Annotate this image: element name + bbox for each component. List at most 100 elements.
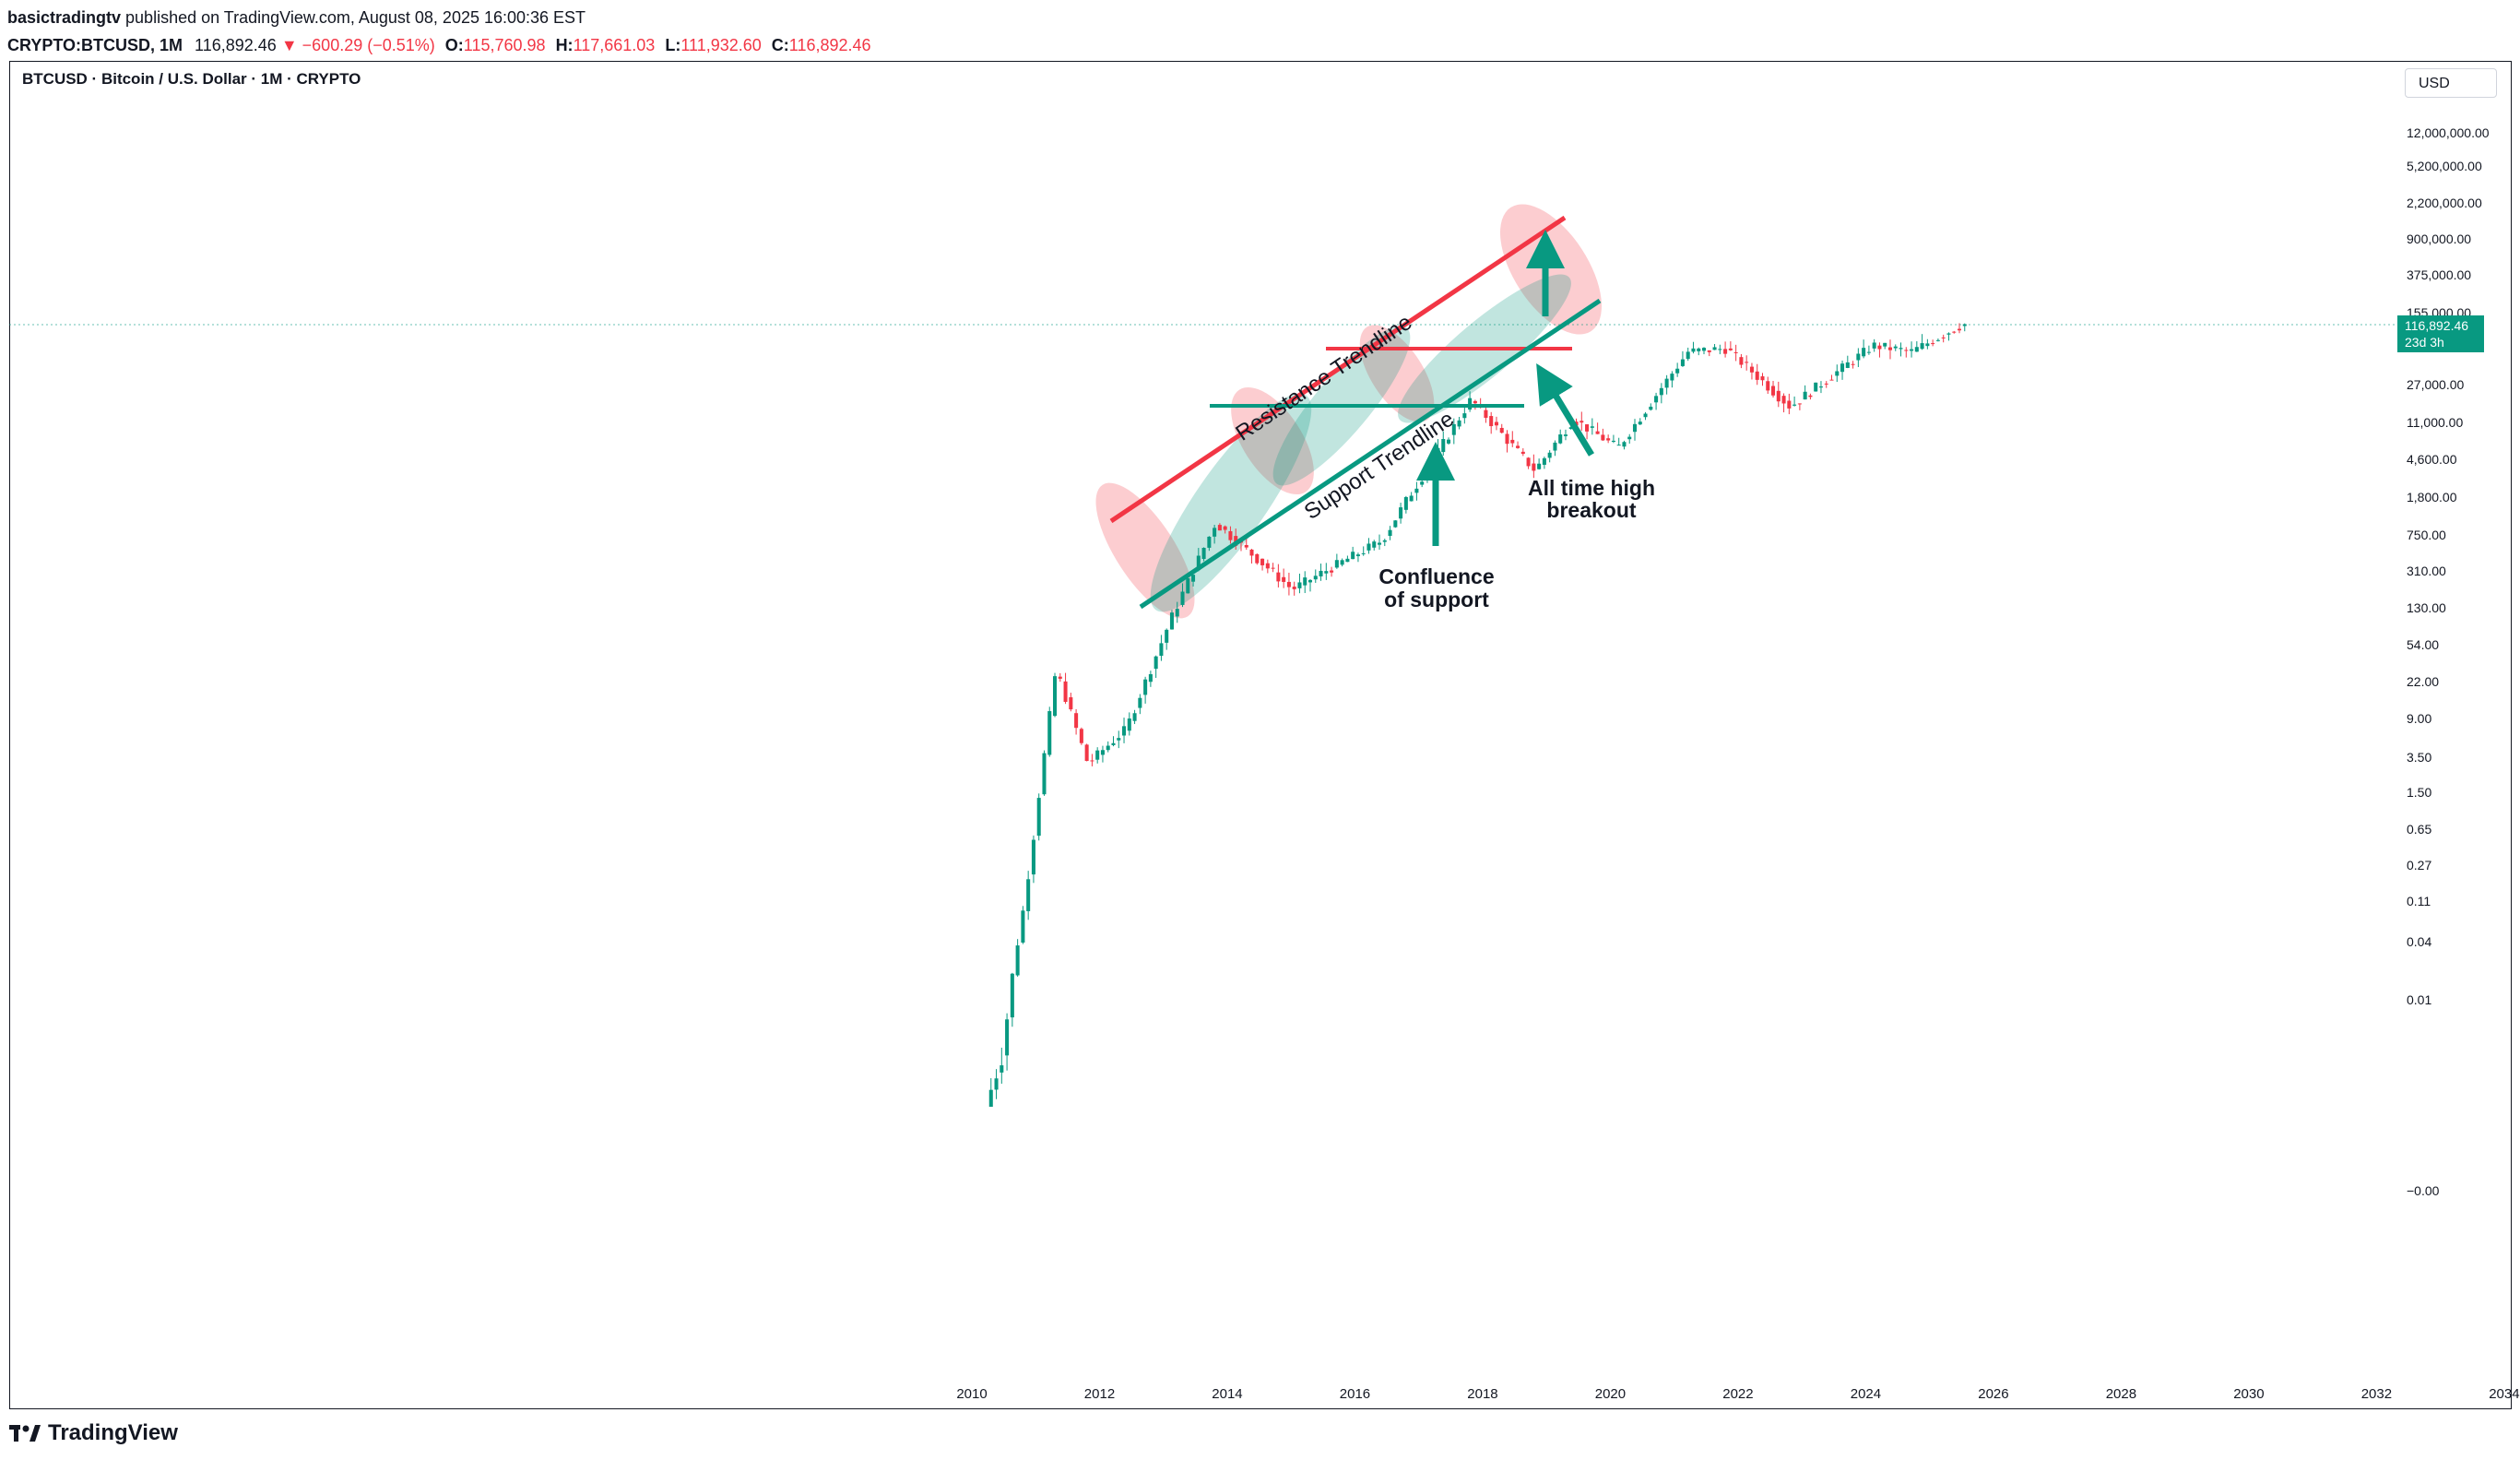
candle-body bbox=[1829, 379, 1834, 381]
highlight-zones bbox=[1095, 204, 1602, 619]
x-tick-label: 2012 bbox=[1084, 1386, 1115, 1402]
candle-body bbox=[1260, 558, 1265, 565]
candle-body bbox=[1366, 543, 1371, 551]
candle-body bbox=[1749, 366, 1754, 373]
publisher-name[interactable]: basictradingtv bbox=[7, 8, 122, 27]
x-tick-label: 2010 bbox=[956, 1386, 987, 1402]
candle-body bbox=[1372, 541, 1377, 548]
candle-body bbox=[1451, 423, 1456, 435]
candle-body bbox=[1766, 381, 1770, 391]
open-label: O: bbox=[444, 36, 464, 54]
candle-body bbox=[1403, 496, 1408, 510]
candle-body bbox=[1292, 587, 1296, 589]
x-tick-label: 2016 bbox=[1340, 1386, 1370, 1402]
candle-body bbox=[1095, 750, 1100, 760]
candle-body bbox=[1627, 436, 1632, 440]
candle-body bbox=[1143, 679, 1148, 695]
low-label: L: bbox=[665, 36, 681, 54]
candle-body bbox=[1899, 348, 1903, 350]
candle-body bbox=[1606, 438, 1611, 441]
candle-body bbox=[1946, 333, 1951, 335]
candle-body bbox=[1649, 406, 1653, 410]
chart-frame[interactable] bbox=[9, 61, 2512, 1409]
candle-body bbox=[1255, 553, 1260, 564]
y-tick-label: 11,000.00 bbox=[2407, 415, 2463, 430]
confluence-label-line1: Confluence bbox=[1378, 564, 1494, 588]
x-tick-label: 2030 bbox=[2233, 1386, 2264, 1402]
candle-body bbox=[1074, 713, 1079, 729]
candle-body bbox=[1462, 413, 1467, 419]
candle-body bbox=[1441, 439, 1446, 453]
candle-body bbox=[1691, 348, 1696, 352]
candle-body bbox=[1818, 386, 1823, 388]
x-tick-label: 2028 bbox=[2106, 1386, 2136, 1402]
candle-body bbox=[1808, 395, 1813, 398]
candle-body bbox=[1138, 697, 1142, 708]
candle-body bbox=[1553, 442, 1557, 451]
x-tick-label: 2032 bbox=[2361, 1386, 2392, 1402]
y-tick-label: 54.00 bbox=[2407, 637, 2439, 652]
candle-body bbox=[1957, 328, 1962, 331]
resistance-zone-2018 bbox=[1231, 386, 1314, 495]
down-arrow-icon: ▼ bbox=[280, 36, 298, 54]
candle-body bbox=[1728, 348, 1733, 350]
y-tick-label: 4,600.00 bbox=[2407, 452, 2457, 467]
candle-body bbox=[1601, 434, 1605, 441]
candle-body bbox=[1797, 403, 1802, 405]
candle-body bbox=[1760, 376, 1765, 381]
candle-body bbox=[1877, 345, 1882, 350]
candle-body bbox=[1420, 481, 1425, 485]
candle-body bbox=[1165, 629, 1169, 643]
candle-body bbox=[1792, 404, 1797, 406]
candle-body bbox=[1579, 421, 1584, 423]
candle-body bbox=[1036, 798, 1041, 837]
tradingview-logo-icon bbox=[9, 1425, 41, 1442]
candle-body bbox=[1031, 839, 1035, 875]
candle-body bbox=[1042, 753, 1047, 795]
price-change: −600.29 (−0.51%) bbox=[302, 36, 435, 54]
currency-button[interactable]: USD bbox=[2405, 68, 2497, 98]
candle-body bbox=[1228, 530, 1233, 540]
price-tag-countdown: 23d 3h bbox=[2405, 335, 2444, 350]
last-price: 116,892.46 bbox=[195, 36, 277, 54]
candle-body bbox=[1436, 447, 1440, 461]
x-tick-label: 2034 bbox=[2489, 1386, 2519, 1402]
candle-body bbox=[1052, 676, 1058, 717]
candle-body bbox=[1664, 378, 1669, 388]
candle-body bbox=[1159, 643, 1164, 657]
price-tag-value: 116,892.46 bbox=[2405, 318, 2469, 333]
candle-body bbox=[1201, 547, 1206, 560]
close-value: 116,892.46 bbox=[788, 36, 871, 54]
candle-body bbox=[1324, 571, 1329, 574]
candle-body bbox=[1047, 711, 1052, 755]
candle-body bbox=[1723, 349, 1728, 354]
candle-body bbox=[1925, 343, 1930, 347]
candle-body bbox=[1733, 351, 1738, 353]
y-tick-label: 1,800.00 bbox=[2407, 490, 2457, 504]
candle-body bbox=[1122, 726, 1127, 736]
candle-body bbox=[1223, 526, 1227, 530]
footer-logo[interactable]: TradingView bbox=[9, 1420, 178, 1446]
candle-body bbox=[1686, 351, 1690, 360]
x-tick-label: 2014 bbox=[1212, 1386, 1242, 1402]
chart-title: BTCUSD · Bitcoin / U.S. Dollar · 1M · CR… bbox=[22, 70, 361, 88]
candle-body bbox=[1058, 676, 1062, 679]
candle-body bbox=[1393, 520, 1398, 528]
low-value: 111,932.60 bbox=[680, 36, 762, 54]
publish-text: published on TradingView.com, August 08,… bbox=[121, 8, 586, 27]
y-tick-label: 22.00 bbox=[2407, 674, 2439, 689]
candle-body bbox=[1866, 351, 1871, 353]
candle-body bbox=[1824, 383, 1828, 385]
candle-body bbox=[1191, 575, 1196, 582]
candle-body bbox=[1883, 342, 1887, 347]
candle-body bbox=[1920, 343, 1924, 350]
candle-body bbox=[1084, 744, 1089, 762]
candle-body bbox=[1334, 560, 1339, 568]
y-tick-label: −0.00 bbox=[2407, 1183, 2440, 1198]
candle-body bbox=[1701, 348, 1707, 351]
candle-body bbox=[1526, 457, 1531, 467]
candle-body bbox=[1654, 396, 1659, 403]
candle-body bbox=[1175, 609, 1179, 617]
candle-body bbox=[1005, 1019, 1010, 1056]
